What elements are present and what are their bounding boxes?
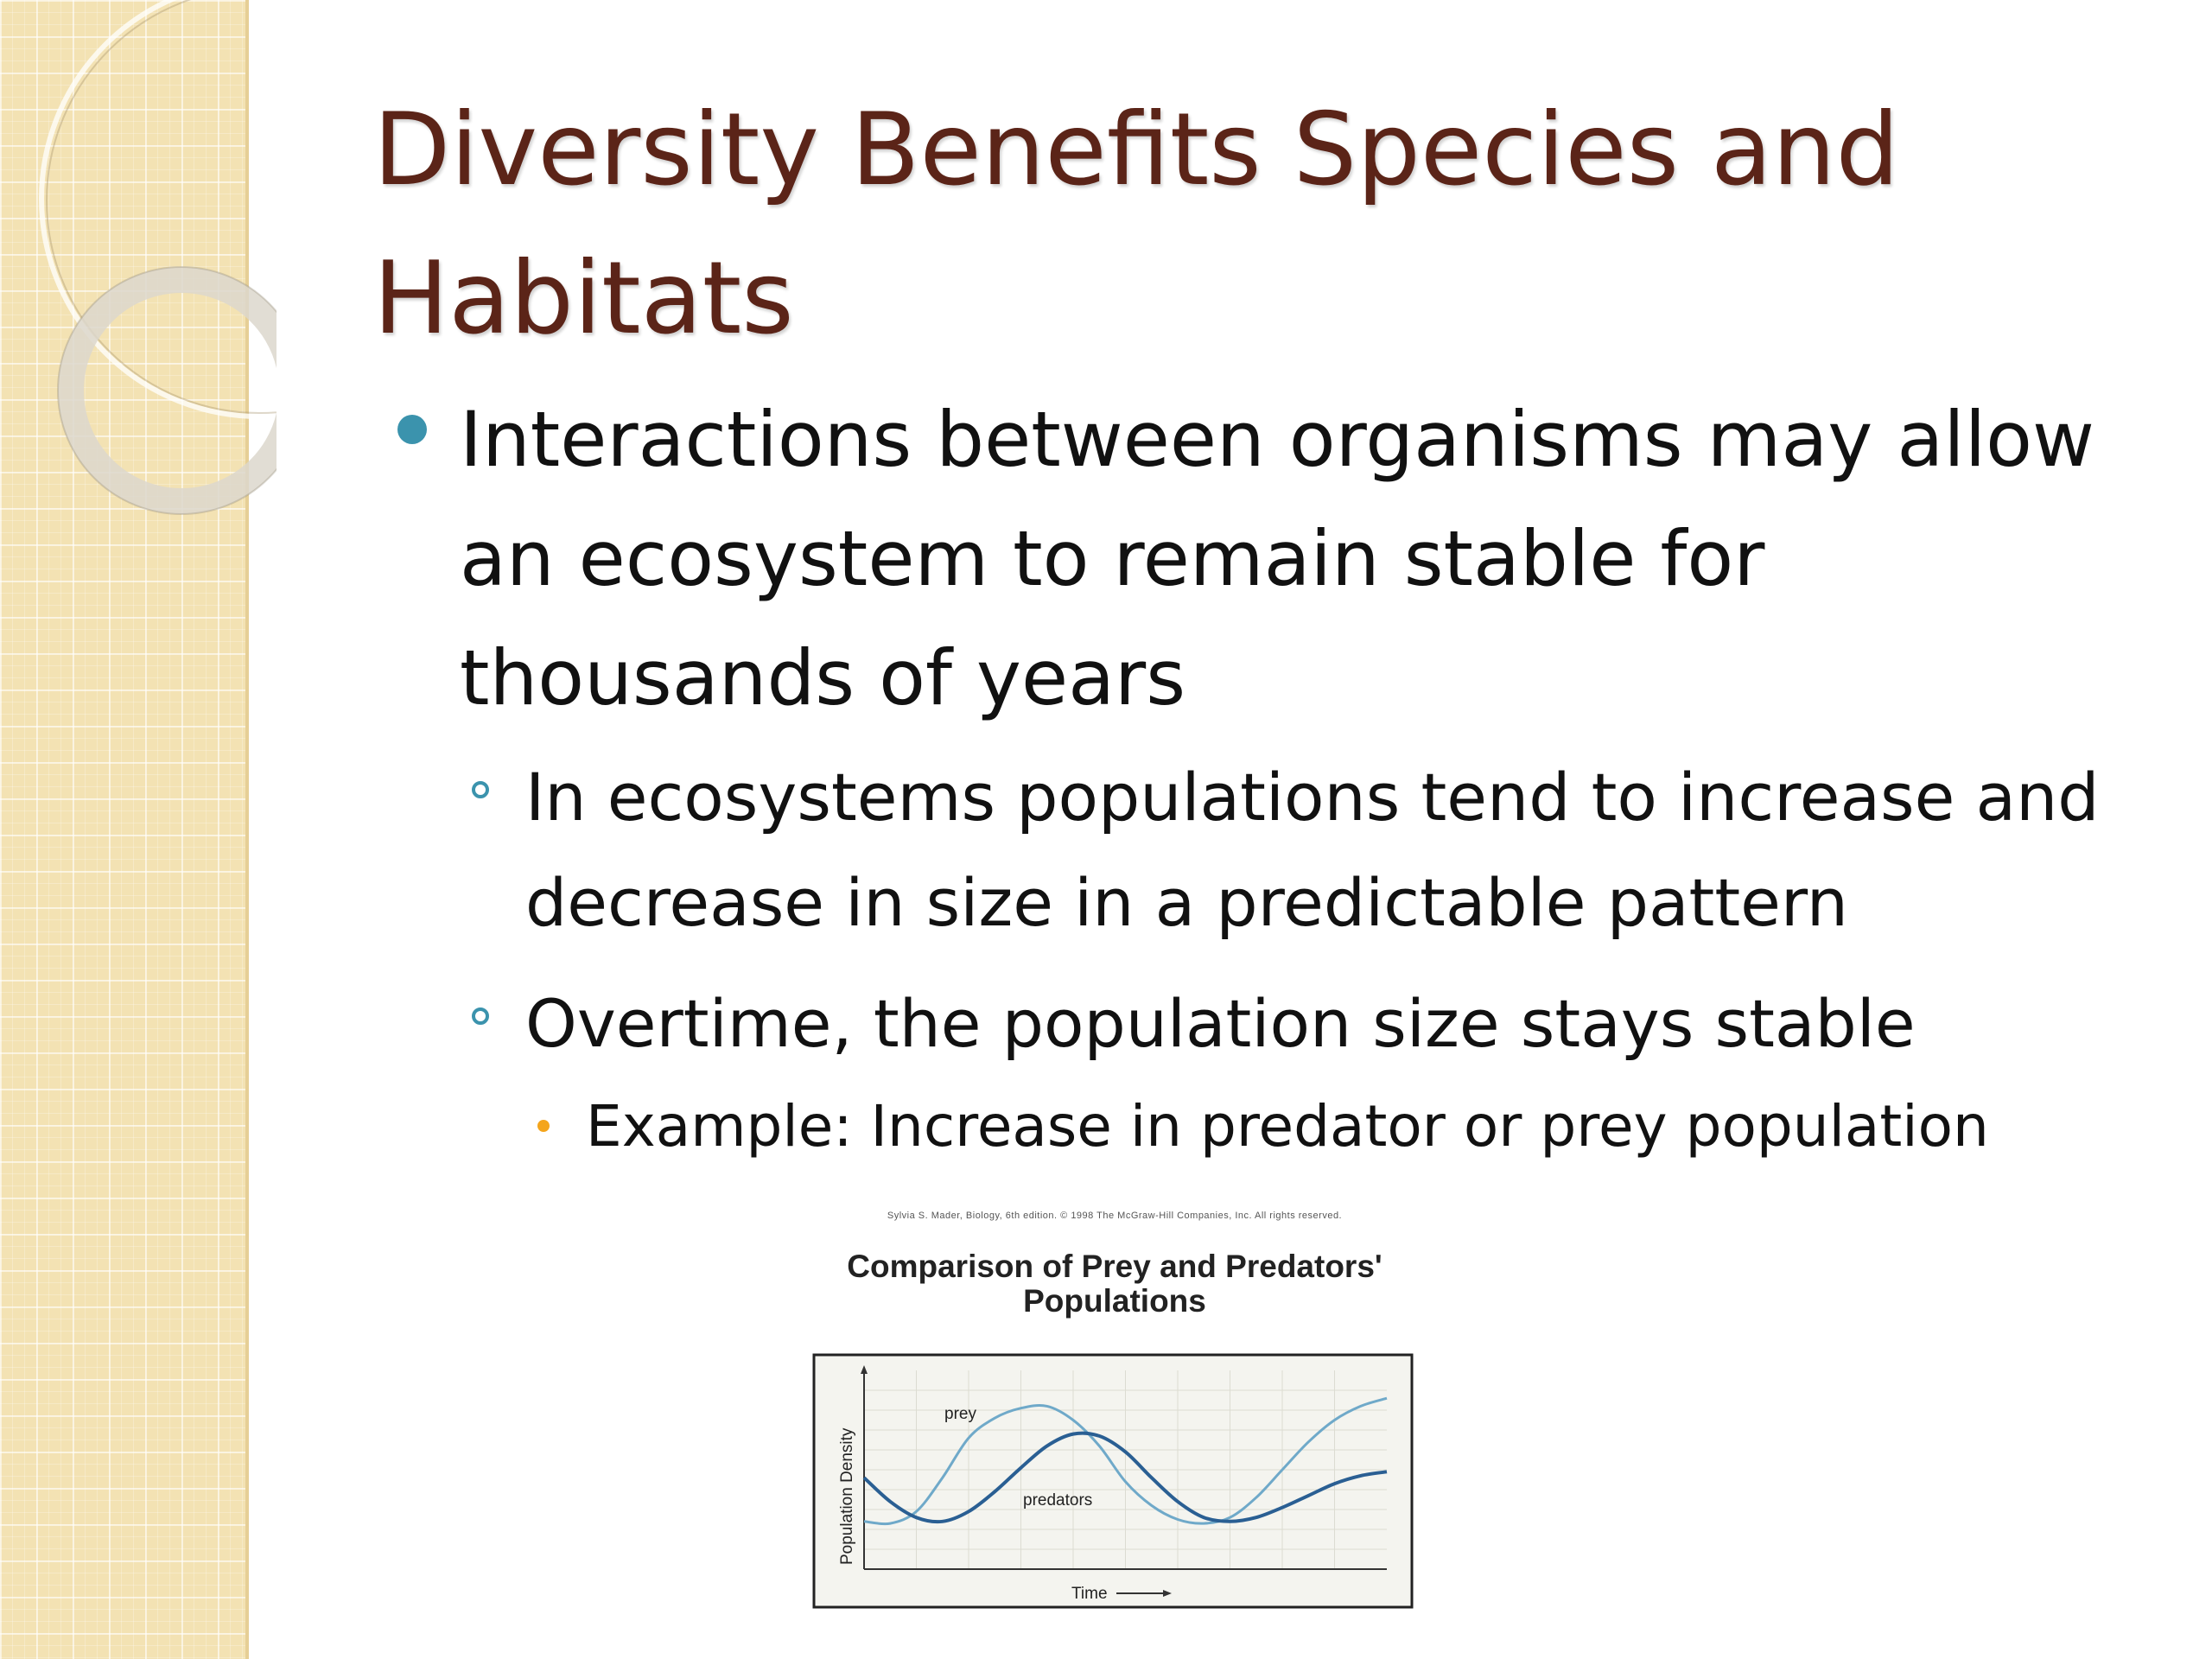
bullet-level1: Interactions between organisms may allow… <box>460 395 2094 722</box>
figure-credit: Sylvia S. Mader, Biology, 6th edition. ©… <box>887 1211 1343 1221</box>
prey-series-line <box>863 1396 1388 1526</box>
secondary-bullet-marker <box>472 1007 489 1025</box>
y-axis-label: Population Density <box>838 1427 856 1565</box>
secondary-bullet-marker <box>472 781 489 798</box>
decorative-ring-large <box>39 0 276 419</box>
primary-bullet-marker <box>397 415 427 444</box>
bullet-level2-pattern: In ecosystems populations tend to increa… <box>525 759 2100 941</box>
chart-frame <box>812 1353 1414 1609</box>
chart-series <box>862 1396 1388 1526</box>
x-axis-arrow-icon <box>1163 1590 1172 1597</box>
x-axis-label: Time <box>1071 1585 1108 1603</box>
chart-grid <box>864 1370 1387 1569</box>
prey-label: prey <box>944 1405 976 1423</box>
decorative-ring-small <box>58 267 276 514</box>
slide-title: Diversity Benefits Species and Habitats <box>373 92 1900 357</box>
tertiary-bullet-marker <box>537 1120 550 1132</box>
predators-series-line <box>862 1431 1388 1524</box>
population-chart-figure: Sylvia S. Mader, Biology, 6th edition. ©… <box>812 1210 1417 1616</box>
chart-title: Comparison of Prey and Predators' Popula… <box>847 1249 1382 1319</box>
bullet-level3-example: Example: Increase in predator or prey po… <box>586 1093 1989 1160</box>
predators-label: predators <box>1023 1491 1092 1510</box>
bullet-level2-stable: Overtime, the population size stays stab… <box>525 985 1916 1062</box>
decorative-rings <box>39 0 276 515</box>
y-axis-arrow-icon <box>861 1365 868 1374</box>
decorative-ring-small-edge <box>57 266 276 515</box>
population-chart: Population Density Time prey predators <box>812 1353 1414 1609</box>
decorative-ring-large-shadow <box>46 0 276 414</box>
